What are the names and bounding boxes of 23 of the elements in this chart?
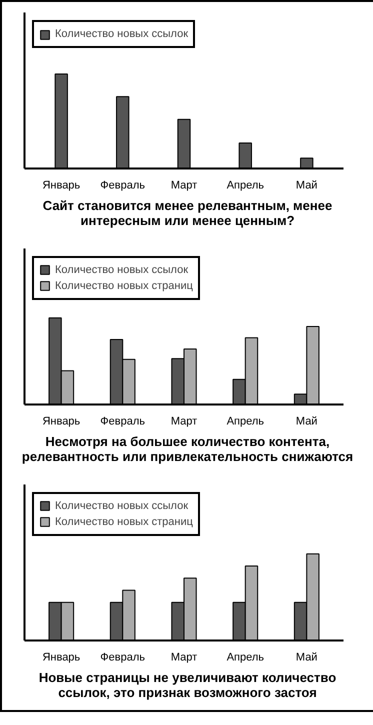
x-tick-label: Январь	[42, 651, 80, 664]
x-tick-label: Май	[296, 180, 318, 192]
legend-label: Количество новых ссылок	[55, 498, 188, 513]
x-tick-label: Апрель	[226, 180, 264, 192]
x-tick-label: Февраль	[100, 415, 146, 428]
x-tick-label: Январь	[42, 180, 80, 192]
x-tick-label: Апрель	[226, 651, 264, 664]
x-tick-label: Март	[170, 180, 198, 192]
legend-label: Количество новых страниц	[55, 514, 193, 529]
x-tick-label: Май	[296, 651, 318, 664]
x-tick-label: Май	[296, 415, 318, 428]
legend-label: Количество новых страниц	[55, 278, 193, 293]
text: Несмотря на большее количество контента, релевантность или привлекательность снижаются	[20, 434, 354, 465]
text: Новые страницы не увеличивают количество ссылок, это признак возможного застоя	[38, 670, 338, 701]
x-tick-label: Март	[170, 651, 198, 664]
x-tick-label: Февраль	[100, 180, 146, 192]
x-tick-label: Март	[170, 415, 198, 428]
x-tick-label: Апрель	[226, 415, 264, 428]
x-tick-label: Январь	[42, 415, 80, 428]
x-tick-label: Февраль	[100, 651, 146, 664]
legend-label: Количество новых ссылок	[55, 262, 188, 277]
legend-label: Количество новых ссылок	[55, 27, 188, 41]
text: Сайт становится менее релевантным, менее интересным или менее ценным?	[42, 198, 334, 229]
